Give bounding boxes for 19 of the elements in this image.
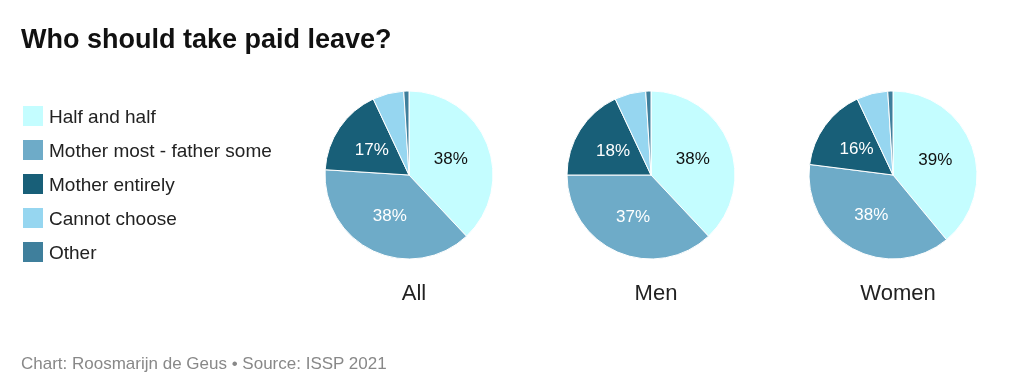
data-label: 16%: [839, 139, 874, 159]
slice-label: Men: [634, 279, 678, 305]
legend-label: Other: [49, 241, 98, 263]
data-label: 38%: [675, 148, 710, 168]
legend-label: Cannot choose: [49, 207, 177, 229]
slice-label: Women: [860, 279, 936, 305]
legend-label: Mother most - father some: [49, 139, 272, 161]
data-label: 38%: [433, 148, 468, 168]
slice-label: All: [401, 279, 427, 305]
text: Chart: Roosmarijn de Geus • Source: ISSP 2021: [21, 354, 387, 373]
legend-label: Mother entirely: [49, 173, 176, 195]
data-label: 18%: [595, 141, 631, 161]
legend-label: Half and half: [49, 105, 157, 127]
data-label: 38%: [372, 206, 407, 226]
chart-title: Who should take paid leave?: [21, 23, 392, 54]
data-label: 39%: [918, 150, 953, 170]
data-label: 38%: [854, 204, 889, 224]
data-label: 37%: [616, 206, 651, 226]
data-label: 17%: [354, 140, 389, 160]
